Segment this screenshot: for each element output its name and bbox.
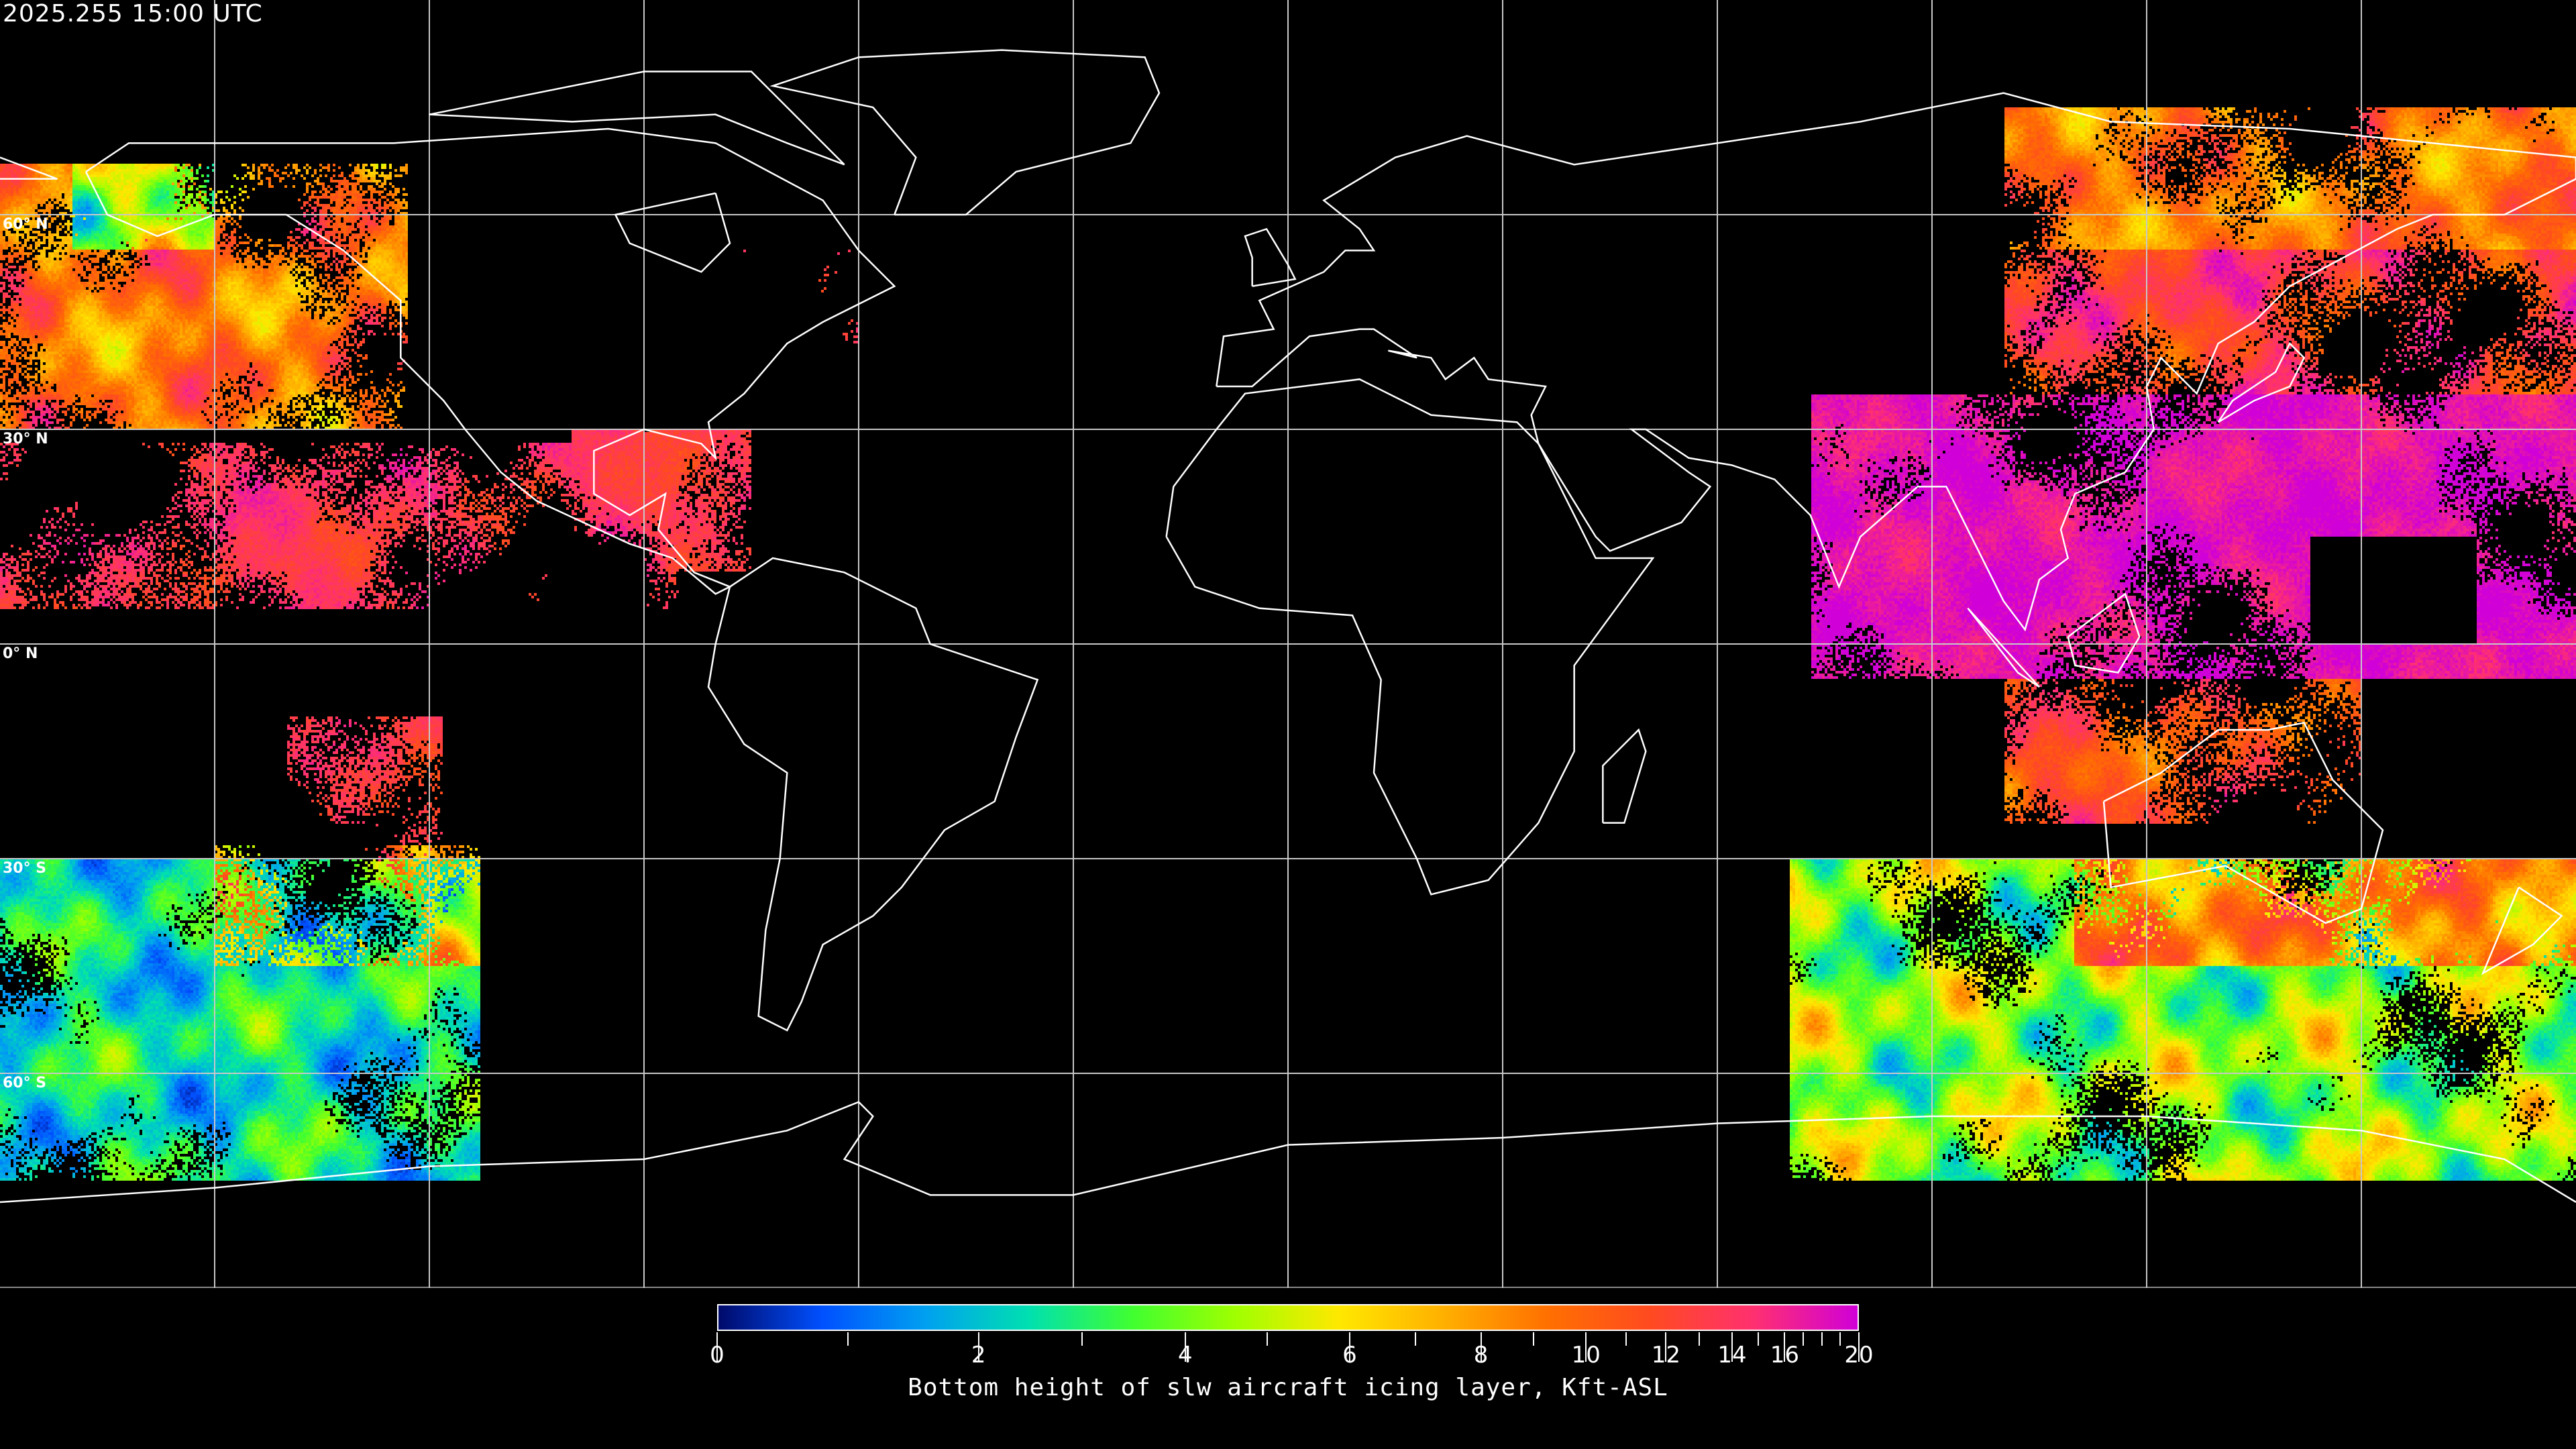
colorbar-tick-label: 0	[710, 1342, 724, 1368]
colorbar-tick-label: 20	[1844, 1342, 1874, 1368]
colorbar-major-tick	[1184, 1332, 1186, 1362]
lat-label: 60° S	[3, 1075, 47, 1091]
colorbar-minor-tick	[1803, 1332, 1805, 1346]
colorbar-tick-label: 6	[1342, 1342, 1357, 1368]
lat-label: 0° N	[3, 645, 38, 662]
colorbar-major-tick	[1858, 1332, 1860, 1362]
coastline	[1216, 92, 2576, 632]
lat-label: 30° N	[3, 431, 48, 447]
lat-label: 30° S	[3, 860, 47, 877]
coastline	[1244, 227, 1297, 287]
colorbar-minor-tick	[1839, 1332, 1841, 1346]
colorbar-minor-tick	[1698, 1332, 1700, 1346]
colorbar-major-tick	[1665, 1332, 1667, 1362]
colorbar-tick-label: 10	[1571, 1342, 1601, 1368]
coastline	[2481, 886, 2563, 975]
coastlines	[0, 49, 2576, 1203]
map-panel	[0, 0, 2576, 1288]
colorbar-minor-tick	[847, 1332, 849, 1346]
coastline	[2217, 341, 2306, 423]
coastline	[0, 156, 58, 180]
colorbar-minor-tick	[1081, 1332, 1083, 1346]
coastline	[614, 192, 731, 273]
lat-label: 60° N	[3, 216, 48, 233]
colorbar-major-tick	[1731, 1332, 1733, 1362]
colorbar-major-tick	[1585, 1332, 1587, 1362]
coastline	[85, 127, 896, 595]
colorbar-minor-tick	[1625, 1332, 1627, 1346]
colorbar-minor-tick	[1821, 1332, 1823, 1346]
colorbar-tick-label: 12	[1651, 1342, 1680, 1368]
colorbar-title: Bottom height of slw aircraft icing laye…	[908, 1374, 1668, 1401]
colorbar-tick-label: 8	[1473, 1342, 1489, 1368]
coastline	[2067, 592, 2141, 674]
colorbar-major-tick	[977, 1332, 979, 1362]
colorbar-tick-label: 2	[971, 1342, 986, 1368]
coastline	[707, 557, 1039, 1032]
timestamp-title: 2025.255 15:00 UTC	[3, 0, 263, 28]
colorbar-minor-tick	[1532, 1332, 1534, 1346]
map-overlay	[0, 0, 2576, 1288]
colorbar-major-tick	[1784, 1332, 1786, 1362]
graticule	[0, 0, 2576, 1288]
colorbar-tick-label: 16	[1770, 1342, 1799, 1368]
colorbar-major-tick	[1348, 1332, 1350, 1362]
coastline	[429, 70, 845, 166]
colorbar-tick-label: 4	[1177, 1342, 1193, 1368]
colorbar-minor-tick	[1414, 1332, 1416, 1346]
coastline	[2102, 721, 2384, 924]
coastline	[1967, 607, 2040, 688]
colorbar-minor-tick	[1758, 1332, 1760, 1346]
coastline	[1165, 378, 1655, 896]
coastline	[0, 1101, 2576, 1203]
coastline	[1602, 728, 1647, 824]
coastline	[769, 49, 1161, 216]
colorbar-major-tick	[716, 1332, 718, 1362]
colorbar	[717, 1304, 1859, 1331]
colorbar-minor-tick	[1267, 1332, 1269, 1346]
colorbar-major-tick	[1480, 1332, 1482, 1362]
colorbar-tick-label: 14	[1717, 1342, 1747, 1368]
